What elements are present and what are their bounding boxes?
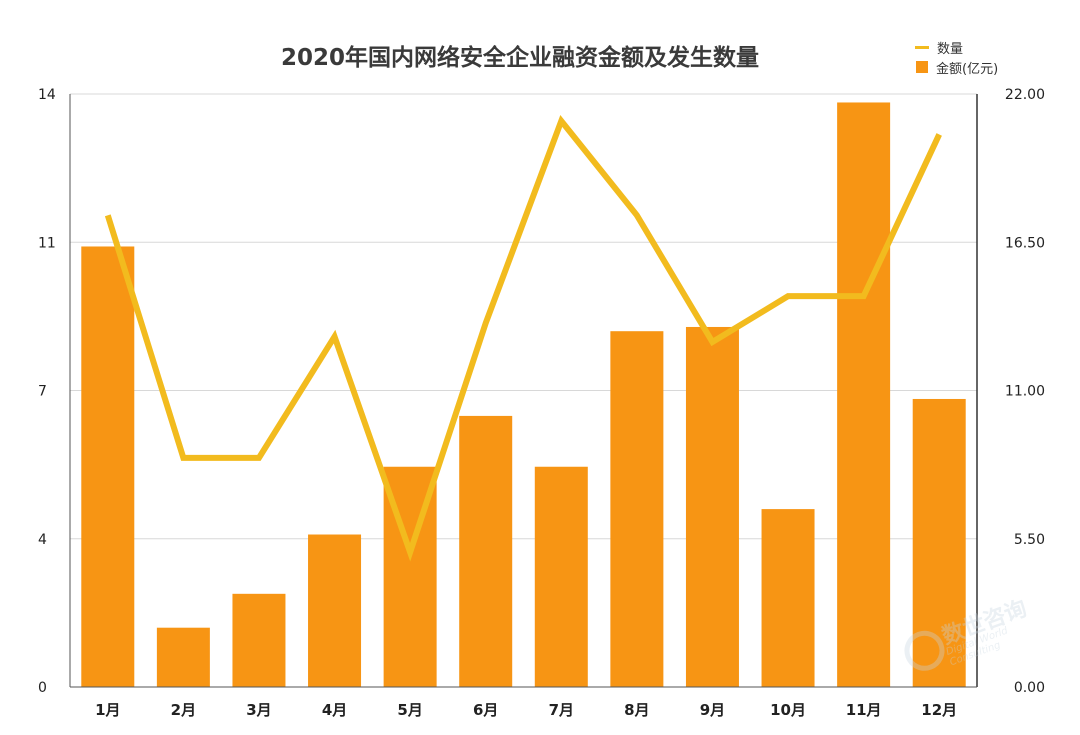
x-tick-label: 9月 [700,701,725,719]
y-left-tick-label: 0 [38,680,47,696]
x-tick-label: 2月 [171,701,196,719]
x-tick-label: 10月 [770,701,806,719]
y-right-tick-label: 11.00 [1005,384,1045,400]
bar [156,627,210,687]
legend-label-amount: 金额(亿元) [936,61,999,77]
x-tick-label: 12月 [921,701,957,719]
y-left-tick-label: 7 [38,384,47,400]
x-tick-label: 5月 [397,701,422,719]
legend-item-amount: 金额(亿元) [915,57,998,77]
chart-title: 2020年国内网络安全企业融资金额及发生数量 [280,45,759,71]
y-right-tick-label: 0.00 [1014,680,1045,696]
x-tick-label: 4月 [322,701,347,719]
bar [912,398,966,687]
bar [534,466,588,687]
y-right-tick-label: 16.50 [1005,235,1045,251]
line-series-count [104,114,942,562]
legend-bar-swatch [916,61,928,73]
y-right-tick-label: 22.00 [1005,87,1045,103]
y-right-tick-label: 5.50 [1014,532,1045,548]
x-tick-label: 8月 [624,701,649,719]
bar [308,534,362,687]
bar [459,415,513,687]
x-tick-label: 1月 [95,701,120,719]
x-tick-label: 3月 [246,701,271,719]
legend: 数量 金额(亿元) [915,37,998,77]
legend-item-count: 数量 [915,37,998,57]
x-tick-label: 11月 [846,701,882,719]
bar [610,331,664,687]
x-tick-label: 6月 [473,701,498,719]
x-tick-label: 7月 [549,701,574,719]
y-left-tick-label: 11 [38,235,56,251]
legend-line-swatch [915,45,929,49]
y-left-tick-label: 4 [38,532,47,548]
legend-label-count: 数量 [937,41,964,57]
bar [232,593,286,687]
y-left-tick-label: 14 [38,87,56,103]
bar [761,509,815,687]
bar [81,246,135,687]
bar [837,102,891,687]
bar [685,326,739,687]
